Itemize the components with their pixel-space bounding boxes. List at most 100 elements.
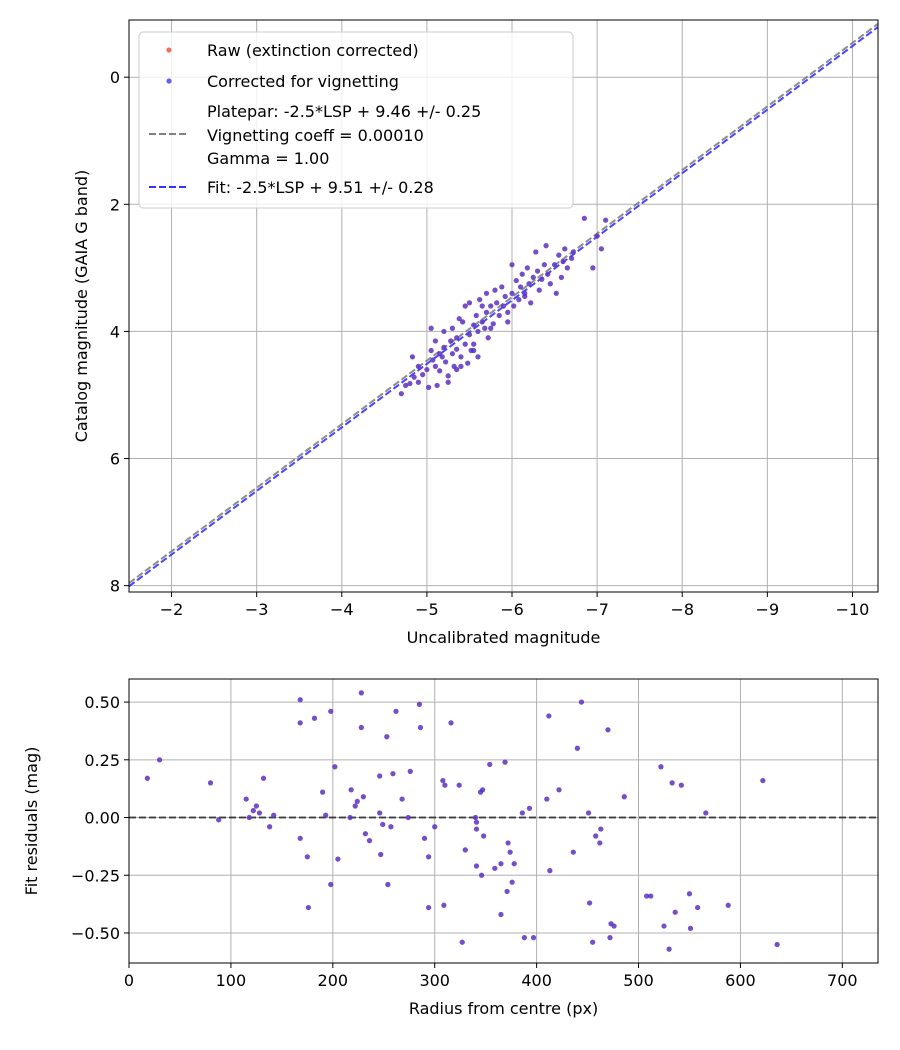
corrected-data-point bbox=[522, 290, 528, 296]
corrected-data-point bbox=[328, 708, 334, 714]
legend-label-fit: Fit: -2.5*LSP + 9.51 +/- 0.28 bbox=[207, 178, 434, 197]
corrected-data-point bbox=[360, 794, 366, 800]
fit-line bbox=[129, 26, 878, 588]
corrected-data-point bbox=[426, 854, 432, 860]
corrected-data-point bbox=[267, 824, 273, 830]
corrected-data-point bbox=[672, 909, 678, 915]
corrected-data-point bbox=[644, 893, 650, 899]
corrected-data-point bbox=[774, 941, 780, 948]
corrected-data-point bbox=[546, 713, 552, 719]
corrected-data-point bbox=[207, 780, 214, 786]
corrected-data-point bbox=[519, 271, 525, 277]
top-chart-panel: −2 −3 −4 −5 −6 −7 −8 −9 −10 0 2 4 6 8 Uncalibrated mag… bbox=[72, 19, 879, 647]
plot-area bbox=[129, 23, 878, 588]
corrected-data-point bbox=[253, 803, 259, 809]
corrected-data-point bbox=[553, 290, 559, 296]
corrected-data-point bbox=[485, 335, 491, 341]
corrected-data-point bbox=[687, 925, 694, 931]
corrected-data-point bbox=[332, 764, 338, 770]
corrected-data-point bbox=[417, 724, 424, 731]
corrected-data-point bbox=[432, 338, 439, 344]
corrected-data-point bbox=[703, 810, 709, 816]
corrected-data-point bbox=[437, 368, 443, 374]
corrected-data-point bbox=[475, 328, 481, 335]
corrected-data-point bbox=[437, 351, 443, 357]
corrected-data-point bbox=[678, 782, 684, 788]
corrected-data-point bbox=[533, 249, 539, 255]
corrected-data-point bbox=[448, 720, 454, 726]
corrected-data-point bbox=[524, 265, 530, 271]
corrected-data-point bbox=[478, 872, 485, 878]
corrected-data-point bbox=[440, 777, 446, 784]
corrected-data-point bbox=[366, 838, 373, 844]
corrected-data-point bbox=[502, 293, 508, 300]
corrected-data-point bbox=[509, 262, 515, 268]
corrected-data-point bbox=[526, 281, 532, 287]
corrected-data-point bbox=[521, 935, 527, 941]
corrected-data-point bbox=[530, 274, 536, 280]
x-axis-label: Uncalibrated magnitude bbox=[407, 628, 601, 647]
corrected-data-point bbox=[442, 782, 448, 788]
x-tick-label: −3 bbox=[245, 600, 269, 619]
corrected-data-point bbox=[448, 338, 454, 344]
corrected-data-point bbox=[544, 796, 550, 802]
corrected-data-point bbox=[581, 215, 587, 221]
corrected-data-point bbox=[556, 252, 562, 258]
corrected-data-point bbox=[519, 810, 525, 816]
x-tick-label: −4 bbox=[330, 600, 354, 619]
corrected-data-point bbox=[328, 881, 334, 888]
x-tick-label: −10 bbox=[836, 600, 870, 619]
corrected-data-point bbox=[473, 826, 480, 832]
corrected-data-point bbox=[578, 699, 585, 705]
corrected-data-point bbox=[686, 891, 693, 897]
corrected-data-point bbox=[666, 946, 672, 952]
y-tick-label: 8 bbox=[110, 577, 120, 596]
corrected-data-point bbox=[499, 284, 505, 290]
corrected-data-point bbox=[454, 335, 460, 341]
corrected-data-point bbox=[380, 821, 386, 828]
corrected-data-point bbox=[507, 849, 513, 855]
corrected-data-point bbox=[311, 715, 318, 721]
corrected-data-point bbox=[445, 379, 451, 385]
corrected-data-point bbox=[725, 902, 731, 908]
corrected-data-point bbox=[415, 379, 421, 385]
corrected-data-point bbox=[482, 325, 488, 331]
corrected-data-point bbox=[509, 290, 515, 296]
corrected-data-point bbox=[661, 923, 667, 929]
y-tick-label: 0.50 bbox=[84, 693, 120, 712]
corrected-data-point bbox=[411, 374, 417, 380]
corrected-data-point bbox=[500, 303, 507, 309]
corrected-data-point bbox=[385, 881, 391, 888]
legend-label-vignetting: Vignetting coeff = 0.00010 bbox=[207, 126, 424, 145]
legend-label-corrected: Corrected for vignetting bbox=[207, 72, 399, 91]
corrected-data-point bbox=[760, 777, 766, 784]
x-tick-label: 700 bbox=[827, 971, 858, 990]
corrected-data-point bbox=[473, 819, 480, 825]
corrected-data-point bbox=[658, 764, 664, 770]
corrected-data-point bbox=[377, 810, 383, 816]
x-tick-label: −2 bbox=[160, 600, 184, 619]
corrected-data-point bbox=[454, 366, 460, 373]
corrected-data-point bbox=[621, 794, 627, 800]
corrected-data-point bbox=[144, 775, 150, 781]
corrected-data-point bbox=[352, 803, 358, 809]
corrected-data-point bbox=[570, 849, 576, 855]
corrected-data-point bbox=[517, 284, 524, 290]
corrected-data-point bbox=[297, 697, 303, 703]
y-tick-label: 2 bbox=[110, 195, 120, 214]
corrected-data-point bbox=[416, 701, 423, 707]
y-tick-label: −0.25 bbox=[71, 866, 120, 885]
corrected-data-point bbox=[441, 344, 447, 350]
corrected-data-point bbox=[399, 796, 405, 802]
corrected-data-point bbox=[415, 363, 421, 369]
corrected-data-point bbox=[483, 309, 490, 315]
corrected-data-point bbox=[574, 745, 580, 751]
corrected-data-point bbox=[488, 325, 494, 331]
corrected-data-point bbox=[462, 303, 468, 309]
corrected-data-point bbox=[393, 708, 399, 714]
y-tick-label: 0.00 bbox=[84, 809, 120, 828]
corrected-data-point bbox=[390, 771, 396, 777]
legend-label-platepar: Platepar: -2.5*LSP + 9.46 +/- 0.25 bbox=[207, 102, 481, 121]
corrected-data-point bbox=[475, 354, 481, 360]
